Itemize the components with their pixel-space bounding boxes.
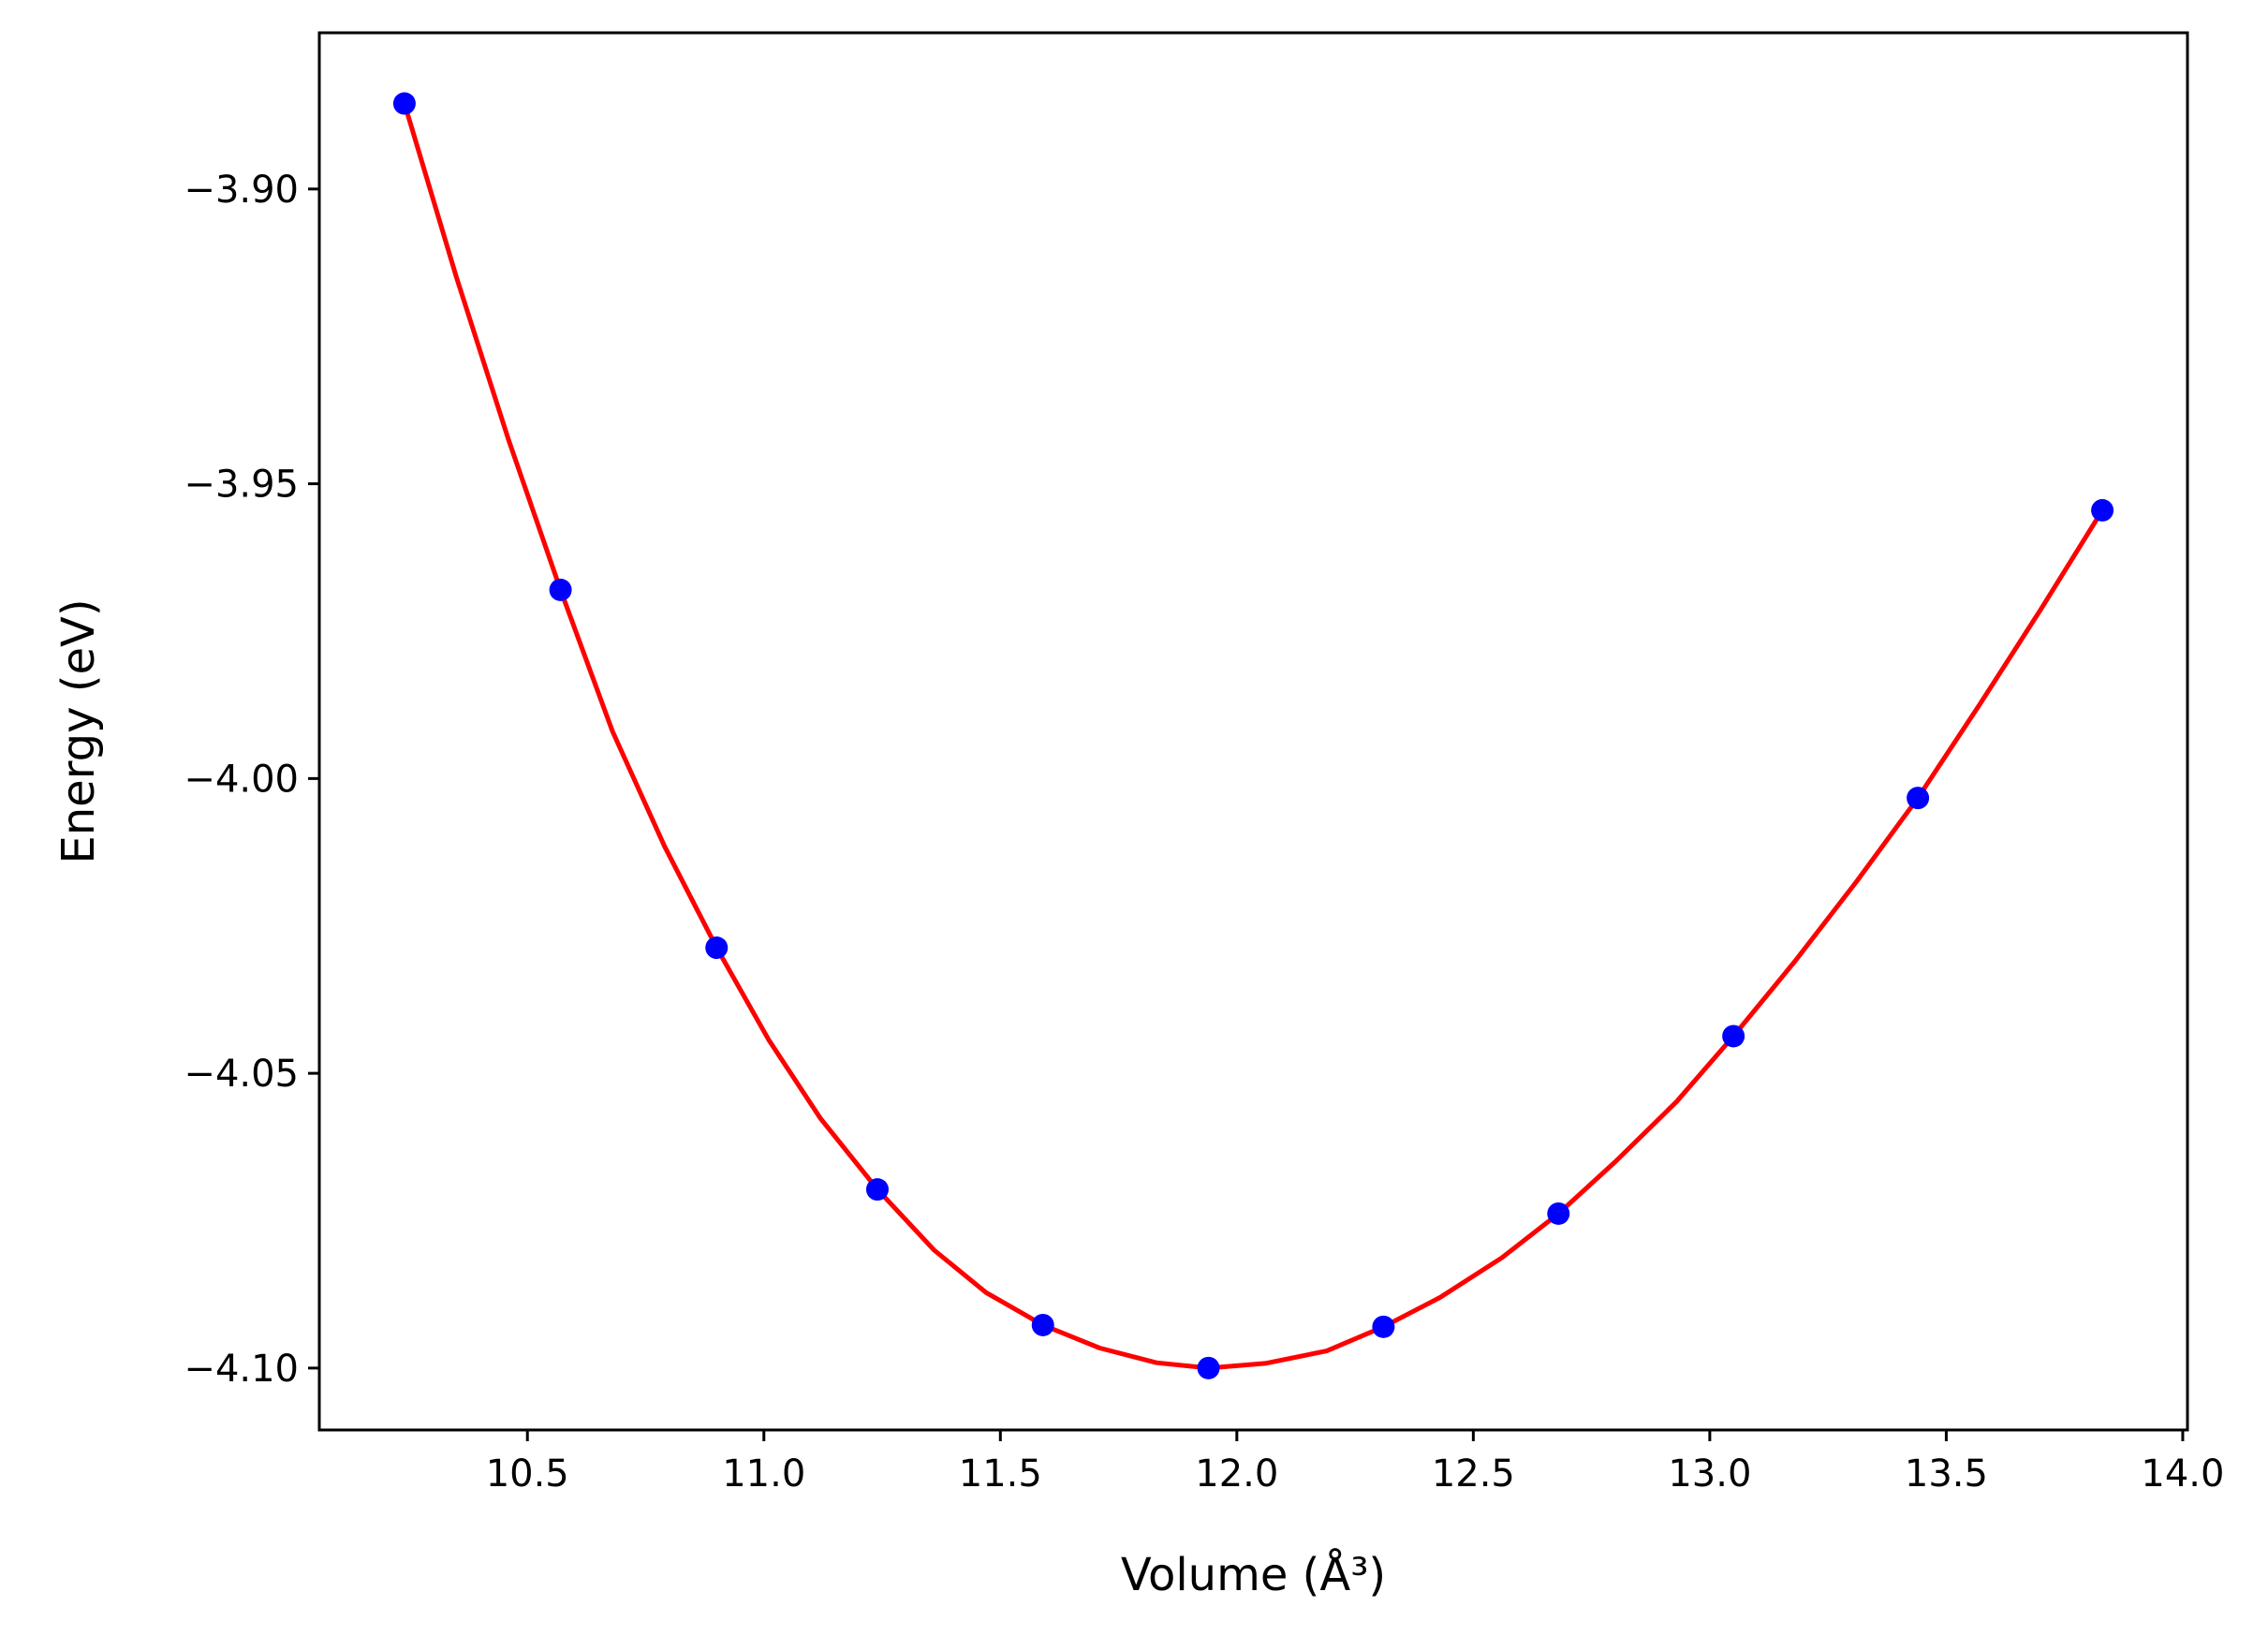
x-tick-label: 11.0 bbox=[722, 1452, 805, 1496]
x-tick-label: 14.0 bbox=[2141, 1452, 2224, 1496]
data-point bbox=[549, 578, 572, 601]
x-tick-label: 13.0 bbox=[1668, 1452, 1751, 1496]
plot-frame bbox=[317, 31, 2189, 1432]
data-point bbox=[392, 92, 416, 115]
data-point bbox=[705, 936, 729, 960]
x-axis: 10.5 11.0 11.5 12.0 12.5 13.0 13.5 14.0 bbox=[486, 1430, 2224, 1496]
x-tick-label: 10.5 bbox=[486, 1452, 569, 1496]
data-point bbox=[2091, 498, 2114, 522]
x-tick-label: 13.5 bbox=[1905, 1452, 1988, 1496]
y-axis: −3.90 −3.95 −4.00 −4.05 −4.10 bbox=[184, 169, 319, 1391]
y-tick-label: −4.10 bbox=[184, 1348, 299, 1391]
y-tick-label: −3.95 bbox=[184, 464, 299, 507]
data-point bbox=[1372, 1315, 1395, 1338]
y-tick-label: −4.00 bbox=[184, 758, 299, 801]
y-tick-label: −4.05 bbox=[184, 1053, 299, 1096]
x-tick-label: 12.0 bbox=[1195, 1452, 1278, 1496]
data-point bbox=[1722, 1024, 1745, 1048]
y-tick-label: −3.90 bbox=[184, 169, 299, 212]
x-tick-label: 11.5 bbox=[959, 1452, 1042, 1496]
data-point bbox=[1031, 1313, 1054, 1336]
data-point bbox=[1547, 1201, 1570, 1225]
data-point bbox=[1907, 787, 1930, 810]
y-axis-label: Energy (eV) bbox=[52, 598, 105, 863]
x-axis-label: Volume (Å³) bbox=[1121, 1548, 1386, 1601]
plot-area bbox=[392, 92, 2114, 1379]
data-point bbox=[1197, 1356, 1220, 1379]
data-point bbox=[865, 1178, 889, 1201]
x-tick-label: 12.5 bbox=[1432, 1452, 1515, 1496]
